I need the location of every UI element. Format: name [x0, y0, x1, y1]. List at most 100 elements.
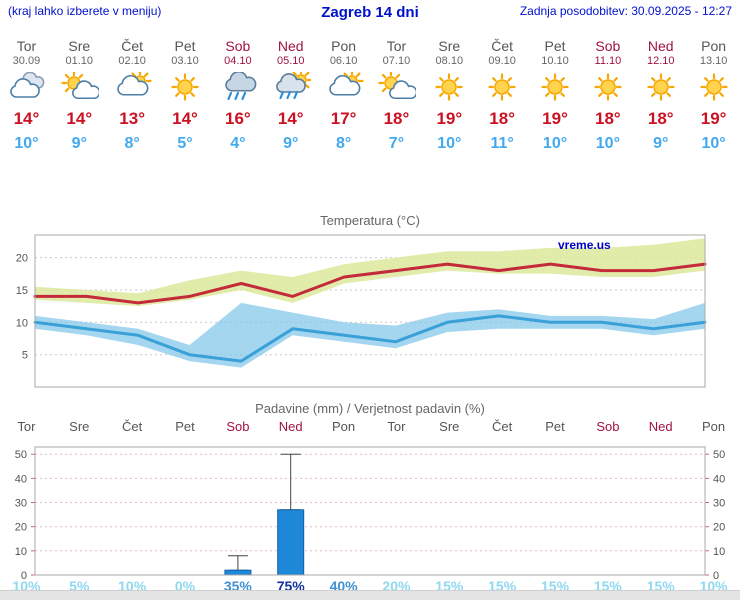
- precip-y-tick-left: 10: [15, 546, 27, 558]
- cloudy-icon: [10, 71, 45, 98]
- day-icon-wrap: [317, 69, 370, 108]
- precip-axis-day-label: Ned: [279, 419, 303, 434]
- precip-axis-day-label: Sre: [69, 419, 89, 434]
- day-low-temp: 10°: [595, 135, 620, 152]
- temp_min_band_upper-band: [35, 302, 705, 368]
- day-name: Pet: [174, 38, 196, 54]
- day-name: Pon: [331, 38, 357, 54]
- precip-axis-day-label: Sob: [226, 419, 249, 434]
- day-high-temp: 14°: [277, 109, 304, 128]
- day-date: 09.10: [488, 55, 516, 67]
- day-high-temp: 19°: [700, 109, 727, 128]
- day-icon-wrap: [529, 69, 582, 108]
- precip-y-tick-right: 40: [713, 473, 725, 485]
- day-date: 01.10: [65, 55, 94, 67]
- day-high-temp: 16°: [225, 109, 251, 128]
- day-high-temp: 19°: [542, 109, 568, 128]
- day-name: Sre: [438, 38, 461, 54]
- day-name: Sob: [225, 38, 251, 54]
- location-menu-note: (kraj lahko izberete v meniju): [8, 4, 162, 18]
- precip-axis-day-label: Sob: [596, 419, 619, 434]
- precip-probability: 10%: [699, 578, 728, 594]
- day-date: 30.09: [12, 55, 41, 67]
- horizontal-scrollbar[interactable]: [0, 590, 740, 600]
- day-date: 13.10: [699, 55, 728, 67]
- temp-y-tick-label: 5: [22, 350, 28, 362]
- day-icon-wrap: [476, 69, 529, 108]
- day-high-temp: 13°: [119, 109, 145, 128]
- day-column: Sob 11.10 18° 10°: [581, 38, 634, 155]
- day-column: Sre 08.10 19° 10°: [423, 38, 476, 155]
- precip-probability: 10%: [118, 578, 147, 594]
- precip-axis-day-label: Tor: [387, 419, 406, 434]
- precip-y-tick-left: 30: [15, 498, 27, 510]
- day-date: 12.10: [646, 55, 675, 67]
- day-name: Čet: [121, 38, 144, 54]
- watermark: vreme.us: [558, 238, 611, 252]
- temp-y-tick-label: 15: [16, 285, 28, 297]
- day-low-temp: 9°: [653, 135, 669, 152]
- partly-cloudy-icon: [61, 70, 101, 100]
- precip-axis-day-label: Čet: [122, 419, 143, 434]
- day-low-temp: 7°: [388, 135, 405, 152]
- day-high-temp: 19°: [436, 109, 463, 128]
- precip-probability: 40%: [329, 578, 358, 594]
- precip-probability: 15%: [646, 578, 675, 594]
- day-name: Pet: [544, 38, 566, 54]
- sunny-icon: [594, 73, 622, 101]
- day-icon-wrap: [211, 69, 264, 108]
- day-icon-wrap: [106, 69, 159, 108]
- day-icon-wrap: [687, 69, 740, 108]
- precip-y-tick-left: 20: [15, 522, 27, 534]
- day-date: 08.10: [435, 55, 464, 67]
- rain-icon: [225, 70, 257, 101]
- precipitation-chart-title: Padavine (mm) / Verjetnost padavin (%): [255, 401, 485, 416]
- day-low-temp: 5°: [177, 135, 193, 152]
- day-column: Čet 02.10 13° 8°: [106, 38, 159, 155]
- day-name: Tor: [386, 38, 407, 54]
- day-date: 06.10: [329, 55, 358, 67]
- day-low-temp: 9°: [71, 135, 87, 152]
- day-column: Ned 12.10 18° 9°: [634, 38, 687, 155]
- precip-bar: [224, 569, 252, 576]
- day-icon-wrap: [423, 69, 476, 108]
- precip-probability: 15%: [593, 578, 622, 594]
- day-column: Sre 01.10 14° 9°: [53, 38, 106, 155]
- day-name: Sre: [68, 38, 91, 54]
- precip-y-tick-left: 50: [15, 449, 27, 461]
- day-high-temp: 18°: [383, 109, 410, 128]
- day-name: Ned: [647, 38, 674, 54]
- day-icon-wrap: [634, 69, 687, 108]
- day-column: Pet 03.10 14° 5°: [159, 38, 212, 155]
- day-icon-wrap: [370, 69, 423, 108]
- day-date: 03.10: [171, 55, 199, 67]
- day-column: Ned 05.10 14° 9°: [264, 38, 317, 155]
- day-high-temp: 18°: [647, 109, 674, 128]
- precip-axis-day-label: Sre: [439, 419, 459, 434]
- precip-probability: 20%: [382, 578, 411, 594]
- day-column: Pet 10.10 19° 10°: [529, 38, 582, 155]
- day-low-temp: 8°: [124, 135, 140, 152]
- precip-axis-day-label: Pet: [175, 419, 195, 434]
- day-low-temp: 10°: [14, 135, 39, 152]
- day-name: Sob: [595, 38, 621, 54]
- precip-axis-day-label: Pet: [545, 419, 565, 434]
- precip-y-tick-right: 50: [713, 449, 725, 461]
- temperature-chart-title: Temperatura (°C): [320, 213, 420, 228]
- day-high-temp: 14°: [66, 109, 93, 128]
- precip-axis-day-label: Čet: [492, 419, 513, 434]
- sunny-icon: [435, 73, 463, 101]
- sunny-icon: [488, 73, 516, 101]
- precip-axis-day-label: Ned: [649, 419, 673, 434]
- precip-axis-day-label: Pon: [702, 419, 725, 434]
- mostly-cloudy-icon: [328, 69, 364, 96]
- day-name: Pon: [701, 38, 727, 54]
- sunny-icon: [171, 73, 199, 101]
- mostly-cloudy-icon: [117, 69, 152, 96]
- day-column: Tor 07.10 18° 7°: [370, 38, 423, 155]
- last-updated: Zadnja posodobitev: 30.09.2025 - 12:27: [519, 4, 732, 18]
- page-header: (kraj lahko izberete v meniju) Zagreb 14…: [0, 0, 740, 26]
- day-high-temp: 18°: [595, 109, 621, 128]
- temp_max-line: [33, 262, 707, 305]
